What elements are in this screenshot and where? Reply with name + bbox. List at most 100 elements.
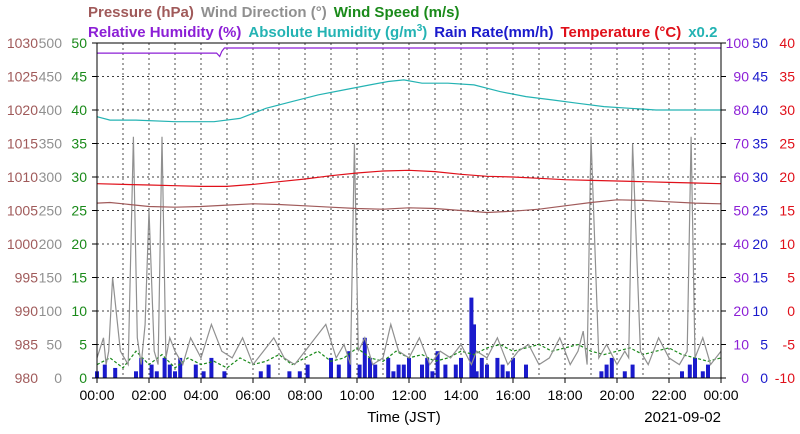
x-axis-tick-label: 14:00 xyxy=(443,387,478,403)
x-axis-tick-label: 00:00 xyxy=(79,387,114,403)
rain-rate-bar xyxy=(687,364,692,378)
right-axis-tick-label: 100 xyxy=(726,35,750,51)
left-axis-tick-label: 50 xyxy=(71,35,87,51)
right-axis-tick-label: 0 xyxy=(741,370,749,386)
x-axis-tick-label: 12:00 xyxy=(391,387,426,403)
rain-rate-bar xyxy=(362,337,367,378)
header-title: Temperature (°C) xyxy=(560,24,681,41)
x-axis: 00:00 02:00 04:00 06:00 08:00 10:00 12:00 14:00… xyxy=(79,378,739,403)
right-axis-tick-label: 45 xyxy=(752,69,768,85)
x-axis-tick-label: 22:00 xyxy=(651,387,686,403)
rain-rate-bar xyxy=(604,364,609,378)
series-line-relative-humidity xyxy=(97,47,721,58)
rain-rate-bar xyxy=(435,351,440,378)
rain-rate-bar xyxy=(680,371,684,378)
rain-rate-bar xyxy=(305,364,310,378)
left-axis-tick-label: 1010 xyxy=(7,169,38,185)
header-title: Absolute Humidity (g/m xyxy=(248,24,416,41)
series-line-relative-humidity xyxy=(96,79,721,123)
x-axis-tick-label: 00:00 xyxy=(703,387,738,403)
rain-rate-bar xyxy=(391,371,396,378)
right-axis-tick-label: 30 xyxy=(733,270,749,286)
chart-date: 2021-09-02 xyxy=(644,409,721,426)
right-axis-tick-label: 0 xyxy=(760,370,768,386)
rain-rate-bar xyxy=(700,371,705,378)
rain-rate-bar xyxy=(201,371,206,378)
rain-rate-bar xyxy=(524,364,528,378)
series-line-wind-direction xyxy=(96,136,722,367)
chart-header: Pressure (hPa) Wind Direction (°) Wind Spe… xyxy=(88,4,717,41)
left-axis-tick-label: 40 xyxy=(71,102,87,118)
left-axis-tick-label: 0 xyxy=(54,370,62,386)
rain-rate-bar xyxy=(474,371,479,378)
right-axis-tick-label: 40 xyxy=(752,102,768,118)
left-axis-tick-label: 5 xyxy=(79,337,87,353)
left-axis-tick-label: 1030 xyxy=(7,35,38,51)
left-axis-tick-label: 1015 xyxy=(7,136,38,152)
left-axis-tick-label: 400 xyxy=(39,102,63,118)
header-title: ) xyxy=(422,24,427,41)
rain-rate-bar xyxy=(599,371,604,378)
header-title: Relative Humidity (%) xyxy=(88,24,241,41)
right-axis-tick-label: 25 xyxy=(752,203,768,219)
header-title: Wind Direction (°) xyxy=(201,4,327,21)
x-axis-tick-label: 16:00 xyxy=(495,387,530,403)
left-axis-tick-label: 350 xyxy=(39,136,63,152)
x-axis-label: Time (JST) xyxy=(367,409,441,426)
rain-rate-bar xyxy=(430,371,435,378)
rain-rate-bar xyxy=(162,357,167,378)
rain-rate-bar xyxy=(622,371,627,378)
rain-rate-bar xyxy=(693,357,697,378)
x-axis-tick-label: 02:00 xyxy=(131,387,166,403)
series-layer xyxy=(95,47,722,378)
rain-rate-bar xyxy=(173,371,177,378)
rain-rate-bar xyxy=(500,364,505,378)
right-axis-tick-label: 60 xyxy=(733,169,749,185)
rain-rate-bar xyxy=(469,297,474,378)
right-axis-tick-label: -10 xyxy=(775,370,795,386)
left-axis-tick-label: 150 xyxy=(39,270,63,286)
left-axis-tick-label: 50 xyxy=(46,337,62,353)
right-axis-tick-label: 20 xyxy=(779,169,795,185)
left-axis-tick-label: 980 xyxy=(15,370,39,386)
right-axis-tick-label: 15 xyxy=(752,270,768,286)
series-line-temperature xyxy=(96,169,722,187)
rain-rate-bar xyxy=(368,357,372,378)
rain-rate-bar xyxy=(396,364,401,378)
rain-rate-bar xyxy=(329,357,333,378)
left-axes: 9809859909951000100510101015102010251030… xyxy=(7,35,726,386)
x-axis-tick-label: 18:00 xyxy=(547,387,582,403)
right-axis-tick-label: 80 xyxy=(733,102,749,118)
rain-rate-bar xyxy=(297,371,302,378)
header-title: Rain Rate(mm/h) xyxy=(434,24,553,41)
left-axis-tick-label: 995 xyxy=(15,270,39,286)
left-axis-tick-label: 100 xyxy=(39,303,63,319)
rain-rate-bar xyxy=(113,367,118,378)
right-axis-tick-label: 5 xyxy=(787,270,795,286)
x-axis-tick-label: 20:00 xyxy=(599,387,634,403)
rain-rate-bar xyxy=(357,364,362,378)
right-axis-tick-label: 30 xyxy=(752,169,768,185)
left-axis-tick-label: 300 xyxy=(39,169,63,185)
series-line-pressure xyxy=(96,199,722,214)
left-axis-tick-label: 30 xyxy=(71,169,87,185)
right-axis-tick-label: 35 xyxy=(779,69,795,85)
left-axis-tick-label: 1020 xyxy=(7,102,38,118)
header-superscript: 3 xyxy=(417,23,423,34)
rain-rate-bar xyxy=(154,371,159,378)
series-rain-rate xyxy=(95,297,710,378)
rain-rate-bar xyxy=(443,364,448,378)
right-axis-tick-label: 90 xyxy=(733,69,749,85)
rain-rate-bar xyxy=(222,371,227,378)
right-axis-tick-label: 50 xyxy=(752,35,768,51)
rain-rate-bar xyxy=(266,364,271,378)
rain-rate-bar xyxy=(495,357,500,378)
left-axis-tick-label: 20 xyxy=(71,236,87,252)
rain-rate-bar xyxy=(134,371,138,378)
left-axis-tick-label: 15 xyxy=(71,270,87,286)
rain-rate-bar xyxy=(386,357,391,378)
left-axis-tick-label: 1005 xyxy=(7,203,38,219)
x-axis-tick-label: 10:00 xyxy=(339,387,374,403)
rain-rate-bar xyxy=(505,371,510,378)
left-axis-tick-label: 45 xyxy=(71,69,87,85)
